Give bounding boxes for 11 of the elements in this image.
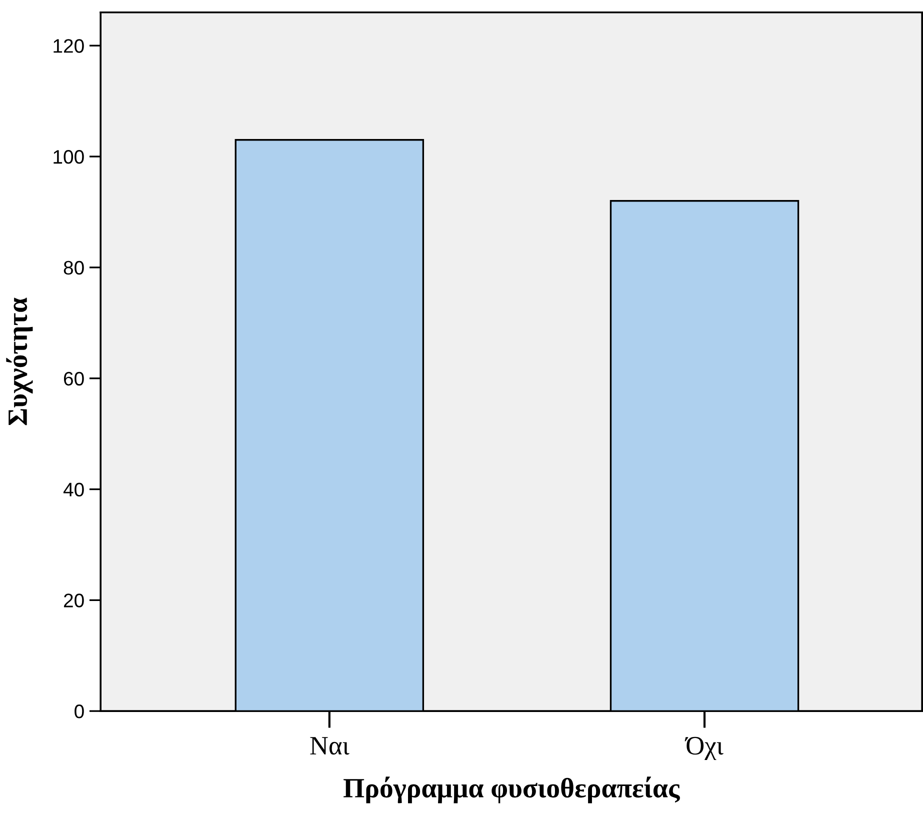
y-tick-label: 20 bbox=[64, 594, 84, 608]
y-tick-label: 60 bbox=[64, 372, 84, 386]
y-tick-label: 40 bbox=[63, 482, 84, 496]
x-axis-title: Πρόγραμμα φυσιοθεραπείας bbox=[344, 776, 680, 804]
y-tick-label: 120 bbox=[54, 39, 84, 53]
y-tick-label: 0 bbox=[74, 704, 84, 718]
y-axis-title: Συχνότητα bbox=[6, 298, 33, 426]
x-tick-label: Ναι bbox=[310, 737, 350, 755]
y-tick-label: 80 bbox=[64, 260, 84, 275]
y-tick-label: 100 bbox=[54, 150, 84, 164]
x-tick-label: Όχι bbox=[684, 736, 724, 760]
